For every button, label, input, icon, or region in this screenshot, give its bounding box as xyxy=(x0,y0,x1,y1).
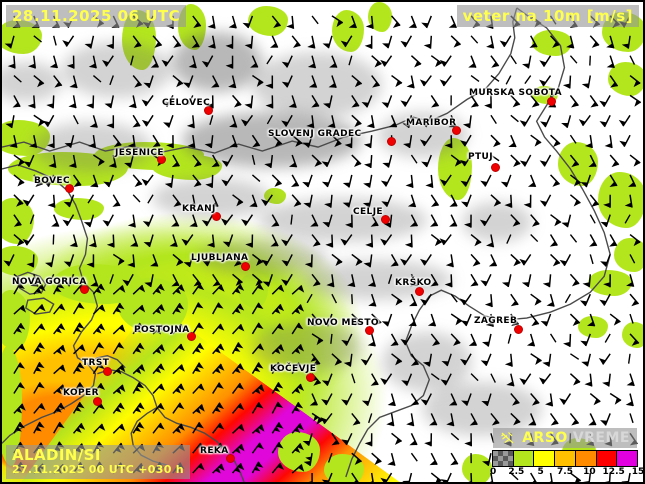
city-dot-icon xyxy=(103,367,112,376)
city-label: KRŠKO xyxy=(395,278,432,288)
colorbar-swatch xyxy=(534,451,556,466)
arso-logo[interactable]: ARSO VREME xyxy=(493,428,637,448)
colorbar-swatches xyxy=(492,450,638,467)
city-dot-icon xyxy=(204,106,213,115)
model-run: 27.11.2025 00 UTC +030 h xyxy=(12,463,184,476)
city-label: KOČEVJE xyxy=(270,364,317,374)
city-dot-icon xyxy=(93,397,102,406)
colorbar-tick-label: 10 xyxy=(583,467,596,477)
colorbar-swatch xyxy=(513,451,535,466)
colorbar-swatch xyxy=(596,451,618,466)
city-label: NOVA GORICA xyxy=(12,277,87,287)
colorbar-swatch xyxy=(617,451,638,466)
city-dot-icon xyxy=(157,155,166,164)
city-label: NOVO MESTO xyxy=(307,318,379,328)
city-label: REKA xyxy=(200,446,229,456)
city-label: MURSKA SOBOTA xyxy=(469,88,562,98)
colorbar-tick-label: 7.5 xyxy=(557,467,573,477)
city-label: PTUJ xyxy=(468,152,493,162)
city-label: ZAGREB xyxy=(474,316,518,326)
city-label: BOVEC xyxy=(34,176,70,186)
colorbar-tick-label: 5 xyxy=(537,467,544,477)
colorbar: 0 2.5 5 7.5 10 12.5 15 xyxy=(490,450,643,479)
city-label: CELOVEC xyxy=(162,98,211,108)
city-label: SLOVENJ GRADEC xyxy=(268,129,362,139)
city-dot-icon xyxy=(365,326,374,335)
city-dot-icon xyxy=(212,212,221,221)
city-dot-icon xyxy=(387,137,396,146)
city-dot-icon xyxy=(80,285,89,294)
logo-arso-text: ARSO xyxy=(522,430,568,446)
city-dot-icon xyxy=(306,373,315,382)
city-label: MARIBOR xyxy=(406,118,457,128)
colorbar-tick-label: 15 xyxy=(631,467,645,477)
sun-cloud-icon xyxy=(501,431,514,443)
city-dot-icon xyxy=(415,287,424,296)
city-label: KRANJ xyxy=(182,204,216,214)
city-dot-icon xyxy=(381,215,390,224)
colorbar-tick-label: 0 xyxy=(490,467,497,477)
colorbar-tick-label: 2.5 xyxy=(508,467,525,477)
city-label: JESENICE xyxy=(115,148,164,158)
city-dot-icon xyxy=(241,262,250,271)
model-name: ALADIN/SI xyxy=(12,446,101,464)
city-dot-icon xyxy=(452,126,461,135)
city-dot-icon xyxy=(514,325,523,334)
city-dot-icon xyxy=(226,454,235,463)
city-dot-icon xyxy=(187,332,196,341)
city-label: LJUBLJANA xyxy=(191,253,249,263)
valid-time-label: 28.11.2025 06 UTC xyxy=(6,5,187,27)
variable-label: veter na 10m [m/s] xyxy=(456,5,639,27)
colorbar-swatch xyxy=(493,451,514,466)
city-label: TRST xyxy=(82,358,110,368)
city-label: CELJE xyxy=(353,207,383,217)
colorbar-ticks: 0 2.5 5 7.5 10 12.5 15 xyxy=(490,467,643,479)
city-dot-icon xyxy=(65,184,74,193)
colorbar-swatch xyxy=(575,451,597,466)
city-label: POSTOJNA xyxy=(134,325,190,335)
city-dot-icon xyxy=(491,163,500,172)
model-info: ALADIN/SI 27.11.2025 00 UTC +030 h xyxy=(6,445,190,479)
city-label: KOPER xyxy=(63,388,99,398)
colorbar-tick-label: 12.5 xyxy=(602,467,625,477)
logo-vreme-text: VREME xyxy=(572,430,630,446)
city-dot-icon xyxy=(547,97,556,106)
colorbar-swatch xyxy=(555,451,576,466)
